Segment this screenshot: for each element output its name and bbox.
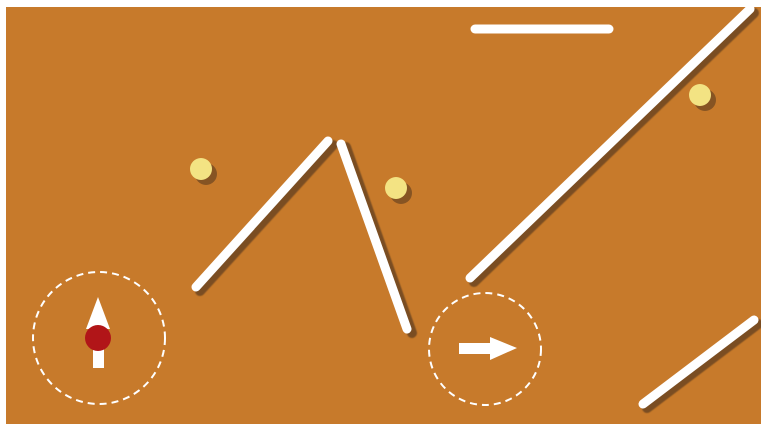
- coin: [190, 158, 217, 185]
- wall-middle-diagonal: [336, 139, 417, 338]
- arrow-right-icon: [459, 337, 517, 360]
- coin: [385, 177, 412, 204]
- wall-long-diagonal: [465, 7, 759, 287]
- direction-button[interactable]: [428, 292, 542, 406]
- action-ring[interactable]: [428, 292, 542, 406]
- board-background: [6, 7, 761, 424]
- wall-left-diagonal: [191, 136, 338, 296]
- wall-top-short: [470, 24, 617, 38]
- player-ball: [85, 325, 111, 351]
- joystick-ring[interactable]: [32, 271, 166, 405]
- game-canvas[interactable]: [6, 7, 761, 424]
- coin: [689, 84, 716, 111]
- wall-bottom-right: [638, 315, 761, 413]
- walls: [191, 7, 761, 413]
- coins: [190, 84, 716, 204]
- game-board[interactable]: [6, 7, 761, 424]
- move-joystick[interactable]: [32, 271, 166, 405]
